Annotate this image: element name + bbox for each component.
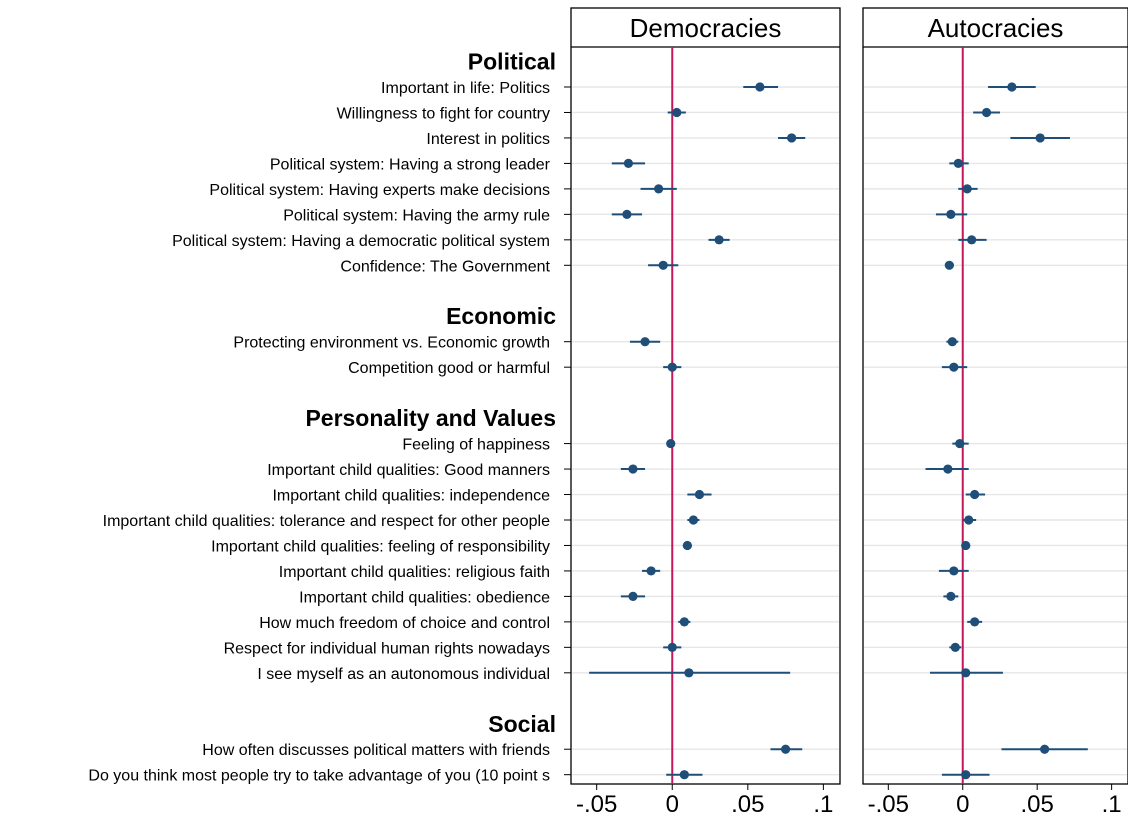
- group-label: Personality and Values: [305, 405, 556, 431]
- item-label: How often discusses political matters wi…: [202, 742, 550, 759]
- item-label: Political system: Having a democratic po…: [172, 233, 550, 250]
- item-label: Important child qualities: religious fai…: [279, 564, 550, 581]
- point-estimate: [946, 209, 956, 219]
- point-estimate: [1007, 82, 1017, 92]
- item-label: Important child qualities: independence: [272, 488, 550, 505]
- panel-frame-autocracies: [862, 7, 1128, 785]
- point-estimate: [944, 260, 954, 270]
- point-estimate: [679, 617, 689, 627]
- point-estimate: [949, 566, 959, 576]
- x-tick-label: .1: [813, 791, 833, 818]
- point-estimate: [646, 566, 656, 576]
- point-estimate: [943, 464, 953, 474]
- group-label: Political: [468, 49, 556, 75]
- point-estimate: [679, 770, 689, 780]
- item-label: How much freedom of choice and control: [259, 615, 550, 632]
- item-label: Important child qualities: tolerance and…: [103, 513, 550, 530]
- point-estimate: [688, 515, 699, 525]
- point-estimate: [961, 770, 971, 780]
- point-estimate: [623, 158, 634, 169]
- item-label: Confidence: The Government: [340, 258, 550, 275]
- point-estimate: [1035, 133, 1045, 143]
- point-estimate: [961, 668, 971, 678]
- point-estimate: [658, 260, 668, 270]
- point-estimate: [654, 184, 664, 194]
- panel-frame-democracies: [570, 7, 841, 785]
- point-estimate: [981, 107, 992, 118]
- item-label: Protecting environment vs. Economic grow…: [233, 335, 550, 352]
- point-estimate: [622, 209, 632, 219]
- x-tick-label: -.05: [576, 791, 617, 818]
- point-estimate: [780, 744, 791, 754]
- point-estimate: [666, 438, 676, 449]
- item-label: Political system: Having the army rule: [283, 207, 550, 224]
- point-estimate: [628, 464, 638, 474]
- point-estimate: [640, 337, 650, 347]
- point-estimate: [970, 617, 980, 627]
- point-estimate: [682, 540, 692, 551]
- point-estimate: [970, 489, 980, 500]
- panel-title-autocracies: Autocracies: [928, 13, 1064, 43]
- item-label: Important in life: Politics: [381, 80, 550, 97]
- item-label: Important child qualities: feeling of re…: [211, 538, 550, 555]
- point-estimate: [755, 82, 765, 92]
- item-label: Political system: Having experts make de…: [209, 182, 550, 199]
- point-estimate: [955, 438, 965, 449]
- item-label: I see myself as an autonomous individual: [257, 666, 550, 683]
- point-estimate: [949, 362, 959, 372]
- point-estimate: [714, 235, 724, 245]
- item-label: Willingness to fight for country: [337, 105, 550, 122]
- point-estimate: [667, 362, 677, 372]
- point-estimate: [694, 489, 705, 500]
- item-label: Feeling of happiness: [402, 437, 550, 454]
- point-estimate: [950, 642, 960, 652]
- point-estimate: [684, 668, 694, 678]
- point-estimate: [628, 591, 638, 602]
- x-tick-label: .05: [1020, 791, 1053, 818]
- point-estimate: [946, 591, 956, 602]
- item-label: Respect for individual human rights nowa…: [224, 640, 550, 657]
- point-estimate: [947, 337, 957, 347]
- item-label: Important child qualities: obedience: [299, 589, 550, 606]
- point-estimate: [961, 540, 971, 551]
- item-label: Political system: Having a strong leader: [270, 156, 551, 173]
- x-tick-label: .05: [731, 791, 764, 818]
- x-tick-label: .1: [1102, 791, 1122, 818]
- point-estimate: [667, 642, 677, 652]
- point-estimate: [672, 107, 682, 118]
- item-label: Do you think most people try to take adv…: [88, 768, 550, 785]
- x-tick-label: 0: [956, 791, 969, 818]
- item-label: Important child qualities: Good manners: [267, 462, 550, 479]
- point-estimate: [953, 158, 963, 169]
- point-estimate: [967, 235, 977, 245]
- point-estimate: [1040, 744, 1050, 754]
- x-tick-label: -.05: [868, 791, 909, 818]
- item-label: Interest in politics: [426, 131, 550, 148]
- point-estimate: [962, 184, 972, 194]
- group-label: Social: [488, 711, 556, 737]
- x-tick-label: 0: [666, 791, 679, 818]
- panel-title-democracies: Democracies: [630, 13, 782, 43]
- group-label: Economic: [446, 303, 556, 329]
- point-estimate: [787, 133, 797, 143]
- item-label: Competition good or harmful: [348, 360, 550, 377]
- point-estimate: [964, 515, 974, 525]
